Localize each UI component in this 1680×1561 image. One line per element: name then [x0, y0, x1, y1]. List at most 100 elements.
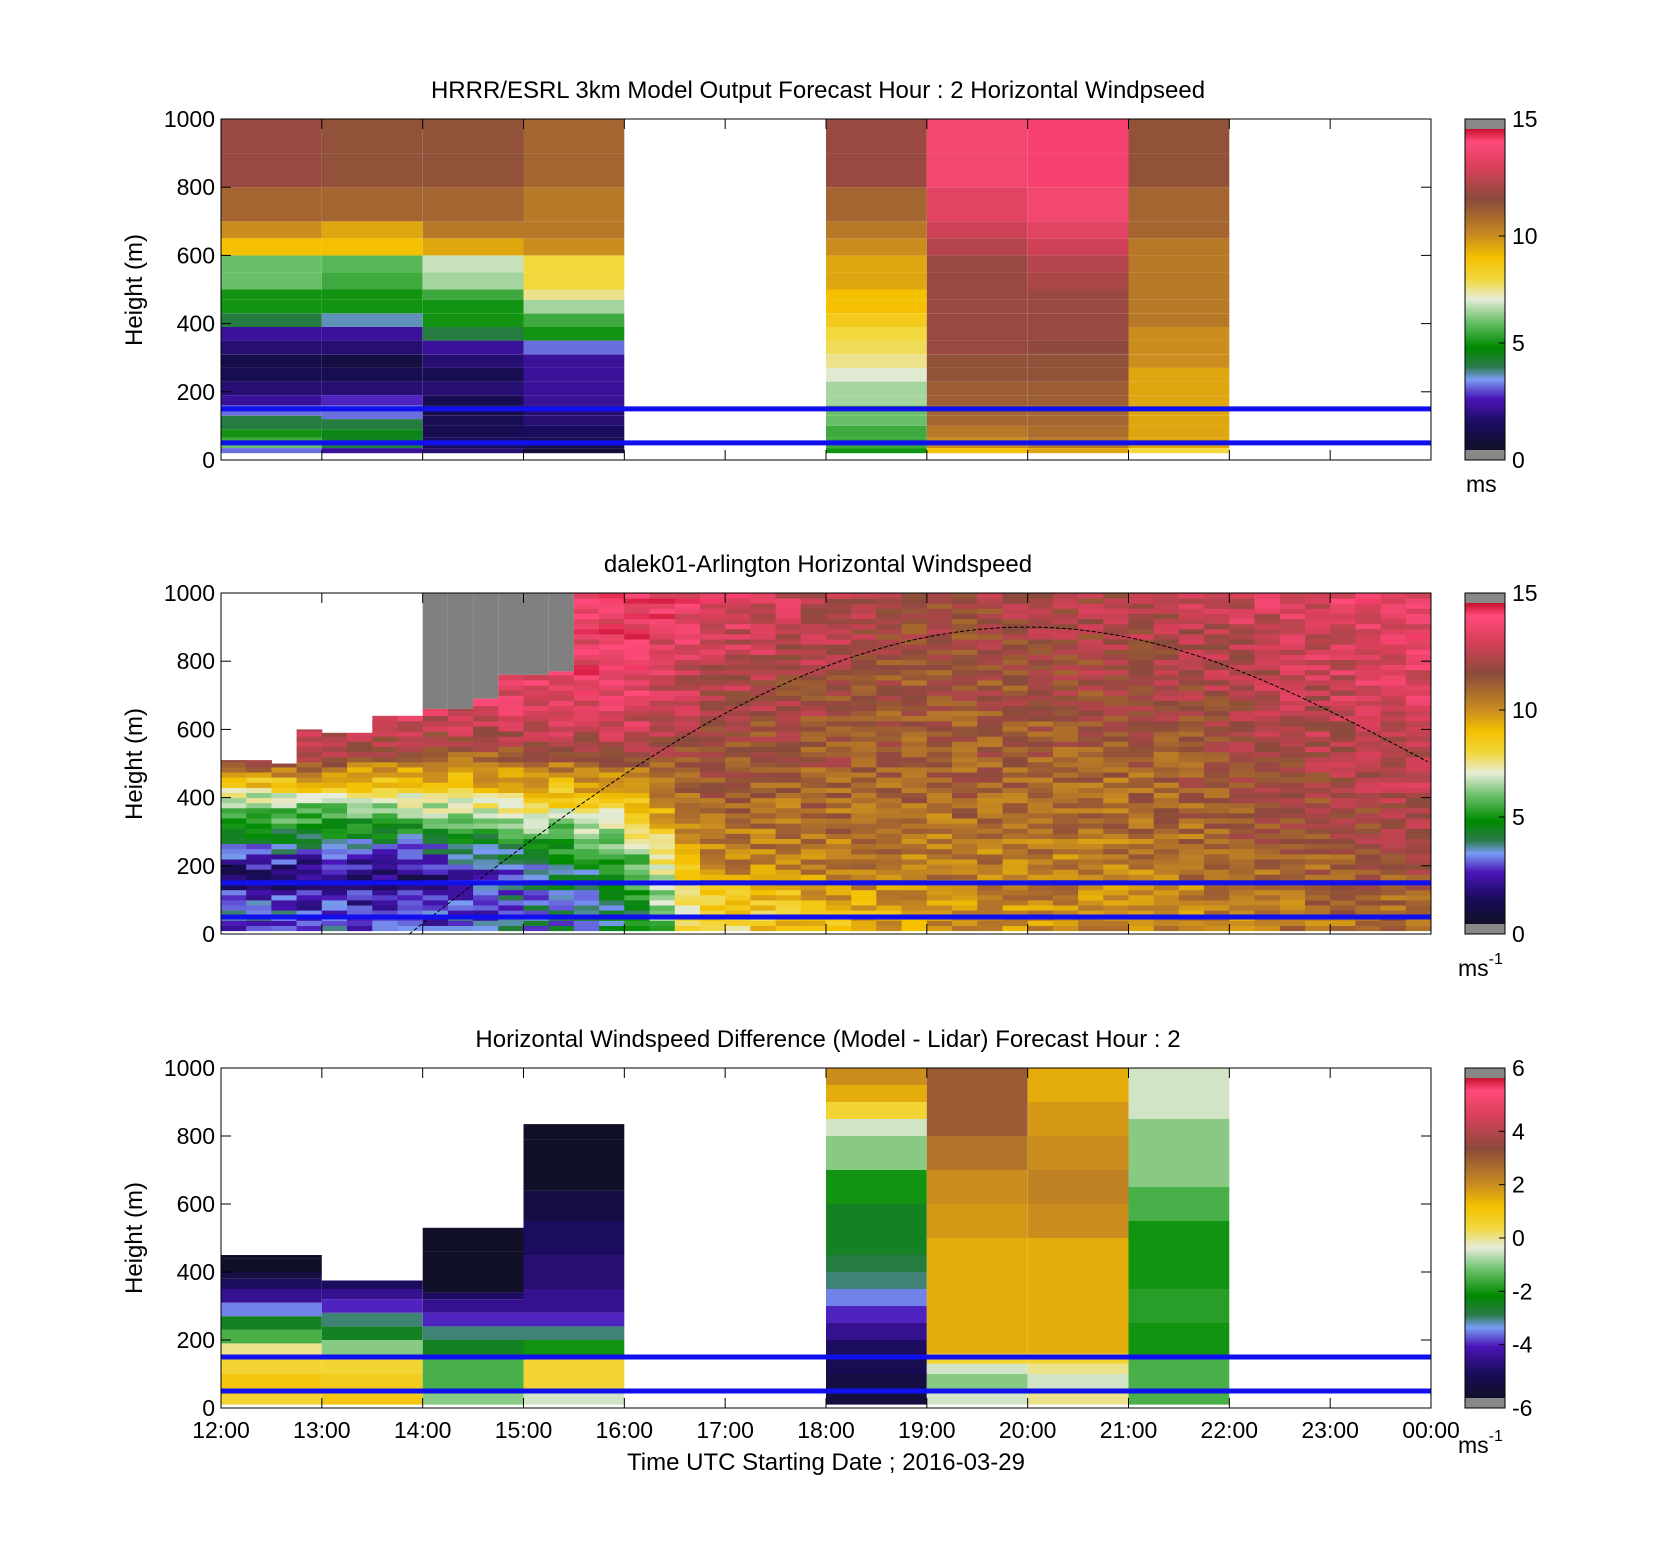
heatmap-cell [851, 889, 877, 896]
heatmap-cell [1178, 899, 1205, 906]
heatmap-cell [1002, 812, 1029, 819]
heatmap-cell [901, 644, 928, 650]
heatmap-cell [599, 659, 625, 666]
heatmap-cell [926, 354, 1028, 368]
heatmap-cell [1380, 818, 1407, 824]
heatmap-cell [422, 381, 524, 396]
heatmap-cell [523, 848, 550, 855]
heatmap-cell [473, 787, 499, 793]
heatmap-cell [1229, 787, 1255, 793]
heatmap-cell [1380, 782, 1407, 788]
heatmap-cell [523, 777, 550, 783]
heatmap-cell [221, 1278, 322, 1289]
heatmap-cell [498, 674, 524, 681]
heatmap-cell [1178, 598, 1205, 604]
heatmap-cell [1279, 746, 1306, 753]
heatmap-cell [1153, 843, 1180, 850]
heatmap-cell [800, 593, 827, 599]
heatmap-cell [1128, 695, 1155, 701]
heatmap-cell [1078, 628, 1104, 635]
heatmap-cell [826, 756, 852, 763]
heatmap-cell [1229, 628, 1255, 635]
colorbar-bottom-cap [1465, 924, 1505, 934]
heatmap-cell [221, 1357, 322, 1374]
heatmap-cell [1254, 874, 1281, 880]
heatmap-cell [523, 864, 550, 870]
heatmap-cell [1380, 859, 1407, 865]
heatmap-cell [750, 766, 777, 773]
heatmap-cell [1355, 690, 1382, 696]
heatmap-cell [775, 766, 802, 773]
heatmap-cell [397, 797, 424, 804]
heatmap-cell [548, 685, 575, 691]
heatmap-cell [851, 593, 877, 599]
heatmap-cell [775, 649, 802, 655]
heatmap-cell [1380, 700, 1407, 706]
heatmap-cell [674, 726, 701, 732]
heatmap-cell [321, 255, 423, 273]
heatmap-cell [926, 884, 953, 891]
heatmap-cell [1405, 772, 1431, 778]
heatmap-cell [725, 608, 751, 614]
heatmap-cell [447, 708, 474, 712]
heatmap-cell [1254, 674, 1281, 681]
heatmap-cell [1027, 705, 1054, 712]
heatmap-cell [952, 905, 978, 911]
heatmap-cell [674, 884, 701, 891]
heatmap-cell [523, 787, 550, 793]
heatmap-cell [1052, 761, 1079, 768]
heatmap-cell [1128, 792, 1155, 799]
heatmap-cell [1355, 772, 1382, 778]
heatmap-cell [700, 761, 726, 768]
heatmap-cell [977, 710, 1003, 717]
heatmap-cell [422, 899, 449, 906]
heatmap-cell [649, 792, 676, 799]
heatmap-cell [700, 838, 726, 845]
heatmap-cell [700, 823, 726, 829]
heatmap-cell [1178, 889, 1205, 896]
heatmap-cell [851, 792, 877, 799]
heatmap-cell [1002, 603, 1029, 609]
heatmap-cell [926, 1204, 1028, 1238]
heatmap-cell [826, 644, 852, 650]
heatmap-cell [221, 187, 322, 222]
heatmap-cell [1128, 731, 1155, 737]
heatmap-cell [573, 720, 600, 727]
heatmap-cell [1027, 598, 1054, 604]
heatmap-cell [573, 618, 600, 625]
heatmap-cell [876, 838, 903, 845]
heatmap-cell [422, 797, 449, 804]
heatmap-cell [271, 792, 298, 799]
heatmap-cell [1254, 751, 1281, 758]
heatmap-cell [1027, 802, 1054, 809]
heatmap-cell [901, 766, 928, 773]
heatmap-cell [1103, 705, 1129, 712]
heatmap-cell [1229, 751, 1255, 758]
heatmap-cell [1103, 695, 1129, 701]
heatmap-cell [1178, 726, 1205, 732]
heatmap-cell [1305, 761, 1331, 768]
heatmap-cell [1204, 782, 1230, 788]
heatmap-cell [1405, 669, 1431, 676]
heatmap-cell [1128, 1391, 1230, 1405]
heatmap-cell [1279, 869, 1306, 875]
heatmap-cell [498, 756, 524, 763]
heatmap-cell [952, 598, 978, 604]
heatmap-cell [826, 1272, 927, 1289]
heatmap-cell [599, 736, 625, 742]
heatmap-cell [674, 756, 701, 763]
heatmap-cell [1229, 618, 1255, 625]
heatmap-cell [498, 869, 524, 875]
heatmap-cell [599, 628, 625, 635]
heatmap-cell [1128, 710, 1155, 717]
heatmap-cell [1279, 884, 1306, 891]
heatmap-cell [1330, 664, 1356, 671]
heatmap-cell [826, 807, 852, 814]
heatmap-cell [1128, 633, 1155, 640]
heatmap-cell [246, 812, 272, 819]
heatmap-cell [246, 802, 272, 809]
heatmap-cell [422, 1374, 524, 1391]
heatmap-cell [851, 787, 877, 793]
heatmap-cell [800, 920, 827, 926]
heatmap-cell [599, 848, 625, 855]
